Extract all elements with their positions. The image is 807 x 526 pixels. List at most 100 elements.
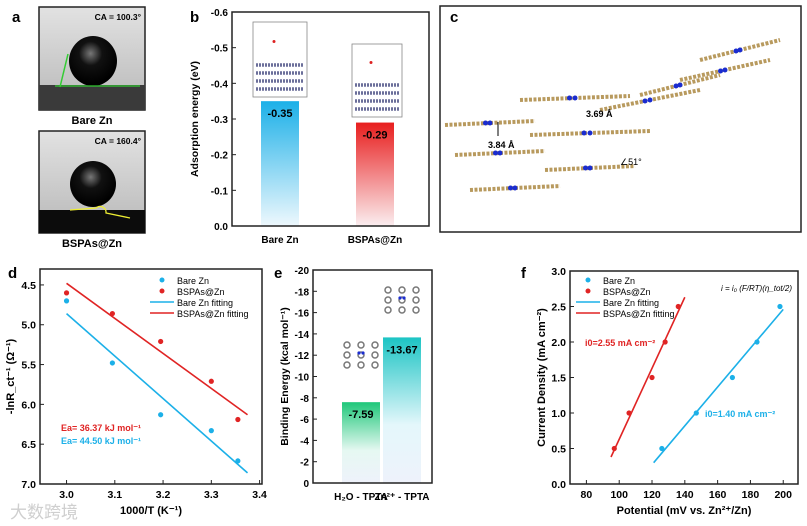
ring [398, 306, 406, 314]
data-point [63, 298, 70, 304]
nitrogen-atom [402, 296, 406, 300]
data-point [158, 338, 164, 345]
y-tick-label: 4.5 [21, 280, 36, 292]
molecule [699, 38, 781, 62]
nitrogen-atom [512, 185, 518, 191]
ring [343, 341, 351, 349]
y-tick-label: -20 [295, 266, 310, 277]
bar-2 [356, 122, 394, 226]
molecule [679, 58, 771, 82]
x-tick-label: 100 [610, 489, 628, 501]
x-tick-label: 3.4 [252, 489, 267, 501]
contact-angle-photo-bspas-zn: CA = 160.4° [38, 130, 146, 234]
panel-c: c 3.69 Å 3.84 Å ∠51° [439, 5, 802, 233]
nitrogen-atom [357, 351, 361, 355]
x-tick-label: 80 [581, 489, 593, 501]
bar-1 [342, 402, 380, 483]
ring [343, 351, 351, 359]
annotation: Ea= 36.37 kJ mol⁻¹ [61, 423, 141, 433]
y-tick-label: 5.0 [21, 320, 36, 332]
x-tick-label: 200 [774, 489, 792, 501]
contact-angle-value: CA = 100.3° [95, 12, 142, 22]
nitrogen-atom [722, 67, 728, 73]
y-tick-label: 0.0 [551, 479, 566, 491]
nitrogen-atom [361, 351, 365, 355]
nitrogen-atom [673, 83, 679, 89]
nitrogen-atom [587, 165, 593, 171]
fit-line [66, 312, 249, 474]
y-tick-label: 6.5 [21, 439, 36, 451]
photo-label: BSPAs@Zn [62, 238, 122, 250]
chart-d-arrhenius: d 3.0 3.1 3.2 3.3 3.4 4.5 5.0 5.5 6.0 6.5 7.0 Bare Z… [5, 265, 267, 517]
y-tick-label: -0.6 [211, 8, 229, 19]
contact-angle-value: CA = 160.4° [95, 136, 142, 146]
y-tick-label: -18 [295, 287, 310, 298]
molecule [639, 73, 721, 97]
x-tick-label: 3.3 [204, 489, 219, 501]
water-molecule [272, 40, 276, 43]
data-point [611, 445, 617, 452]
data-point [649, 374, 655, 381]
x-tick-label: 120 [643, 489, 661, 501]
data-point [626, 410, 632, 416]
ring [384, 286, 392, 294]
ring [412, 296, 420, 304]
stacking-angle: ∠51° [620, 157, 642, 167]
bar-value-label: -7.59 [348, 409, 373, 421]
ring [371, 341, 379, 349]
x-tick-label: BSPAs@Zn [348, 235, 403, 246]
data-point [63, 290, 70, 296]
y-tick-label: -12 [295, 351, 310, 362]
y-tick-label: -0.2 [211, 151, 229, 162]
ring [398, 296, 406, 304]
nitrogen-atom [497, 150, 503, 156]
bar-1 [261, 101, 299, 226]
ring [357, 351, 365, 359]
y-tick-label: 7.0 [21, 479, 36, 491]
chart-f-exchange-current: f 80 100 120 140 160 180 200 0.0 0.5 1.0 1.5 2.0 2.5 3… [521, 265, 799, 517]
panel-a: a CA = 100.3° Bare Zn CA = 160.4° BSPAs@… [12, 6, 146, 250]
data-point [235, 416, 241, 423]
data-point [235, 458, 241, 464]
molecule [529, 129, 651, 137]
annotation: Ea= 44.50 kJ mol⁻¹ [61, 436, 141, 446]
y-tick-label: -0.3 [211, 115, 229, 126]
ring [357, 361, 365, 369]
legend-label: BSPAs@Zn [603, 287, 650, 297]
panel-letter: a [12, 9, 21, 26]
nitrogen-atom [572, 95, 578, 101]
y-tick-label: -4 [300, 436, 309, 447]
ring [371, 351, 379, 359]
x-tick-label: 180 [742, 489, 760, 501]
data-point [693, 410, 699, 416]
y-axis-label: Adsorption energy (eV) [189, 61, 201, 177]
panel-letter: e [274, 265, 282, 282]
y-tick-label: 1.5 [551, 373, 566, 385]
data-point [158, 412, 164, 418]
molecule [519, 94, 631, 102]
data-point [109, 360, 115, 366]
y-axis-label: -lnR_ct⁻¹ (Ω⁻¹) [5, 338, 17, 414]
y-tick-label: 2.5 [551, 302, 566, 314]
x-tick-label: 3.0 [59, 489, 74, 501]
ring [343, 361, 351, 369]
molecule [544, 164, 636, 172]
water-droplet [69, 36, 117, 86]
nitrogen-atom [581, 130, 587, 136]
contact-angle-line [69, 205, 131, 219]
x-tick-label: Bare Zn [261, 235, 298, 246]
y-tick-label: 0.5 [551, 444, 566, 456]
nitrogen-atom [587, 130, 593, 136]
nitrogen-atom [733, 48, 739, 54]
data-point [675, 303, 681, 310]
annotation: i0=2.55 mA cm⁻² [585, 338, 655, 348]
legend-label: Bare Zn [177, 276, 209, 286]
inset-frame [351, 43, 403, 118]
nitrogen-atom [642, 98, 648, 104]
water-molecule [369, 61, 373, 64]
y-tick-label: -14 [295, 330, 310, 341]
ring [357, 341, 365, 349]
equation: i = i₀ (F/RT)(η_tot/2) [721, 284, 792, 293]
